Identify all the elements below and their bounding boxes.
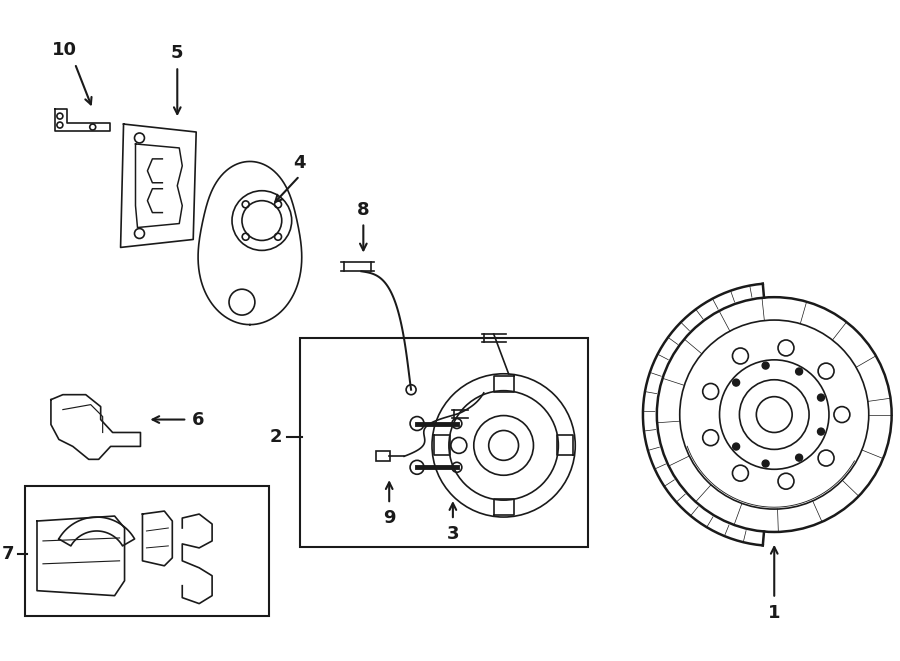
Text: 7: 7 bbox=[2, 545, 14, 563]
Text: 1: 1 bbox=[768, 603, 780, 621]
Circle shape bbox=[762, 460, 770, 467]
Circle shape bbox=[817, 428, 824, 435]
Bar bbox=[376, 451, 391, 461]
Text: 9: 9 bbox=[383, 509, 395, 527]
Text: 4: 4 bbox=[293, 154, 306, 172]
Circle shape bbox=[796, 368, 803, 375]
Text: 5: 5 bbox=[171, 44, 184, 62]
Text: 3: 3 bbox=[446, 525, 459, 543]
Text: 2: 2 bbox=[269, 428, 282, 446]
Circle shape bbox=[796, 454, 803, 461]
Text: 6: 6 bbox=[193, 410, 204, 428]
Circle shape bbox=[762, 362, 770, 369]
Circle shape bbox=[733, 443, 740, 450]
Bar bbox=[300, 338, 589, 547]
Circle shape bbox=[733, 379, 740, 386]
Circle shape bbox=[817, 394, 824, 401]
Bar bbox=[25, 486, 269, 615]
Text: 8: 8 bbox=[357, 200, 370, 219]
Text: 10: 10 bbox=[52, 42, 77, 59]
